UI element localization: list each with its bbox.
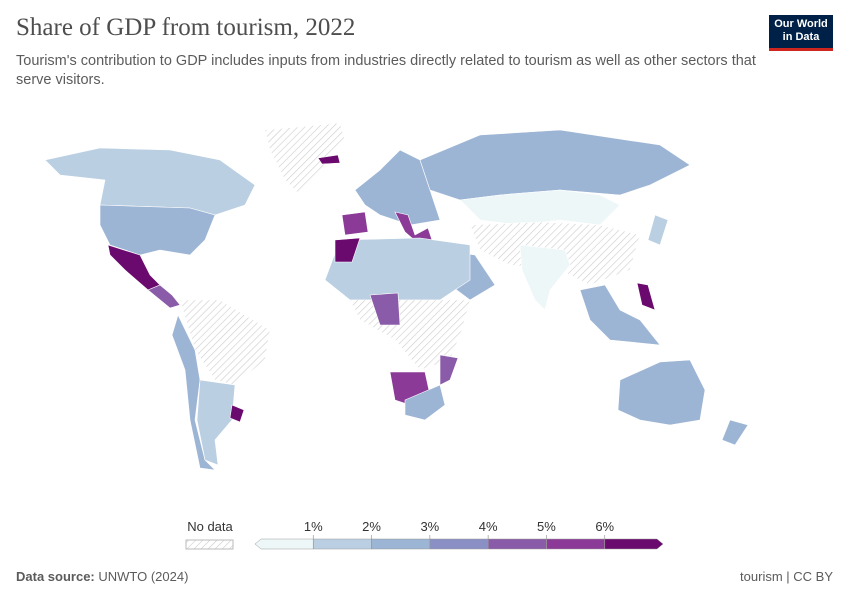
europe bbox=[354, 149, 441, 226]
no-data-label: No data bbox=[187, 519, 233, 534]
no-data-swatch bbox=[185, 539, 234, 550]
central-asia bbox=[459, 189, 621, 226]
italy-greece bbox=[394, 211, 433, 246]
logo[interactable]: Our World in Data bbox=[769, 15, 833, 51]
source: Data source: UNWTO (2024) bbox=[16, 569, 188, 584]
legend-bin bbox=[487, 538, 547, 550]
logo-line: in Data bbox=[782, 31, 820, 43]
philippines bbox=[636, 282, 656, 311]
uruguay bbox=[229, 404, 245, 423]
subtitle: Tourism's contribution to GDP includes i… bbox=[16, 53, 756, 88]
canada bbox=[44, 147, 256, 216]
peru-chile bbox=[171, 314, 216, 471]
japan bbox=[647, 214, 669, 246]
legend-tick-label: 2% bbox=[362, 519, 381, 534]
new-zealand bbox=[721, 419, 749, 446]
iceland bbox=[317, 154, 341, 165]
source-text: UNWTO (2024) bbox=[98, 569, 189, 584]
russia bbox=[419, 129, 691, 201]
argentina bbox=[196, 379, 236, 466]
legend-bin bbox=[371, 538, 431, 550]
legend-tick-label: 6% bbox=[595, 519, 614, 534]
countries bbox=[44, 122, 749, 471]
mozambique bbox=[439, 354, 459, 386]
legend-tick-label: 1% bbox=[304, 519, 323, 534]
morocco bbox=[334, 237, 361, 263]
legend-tick-label: 3% bbox=[420, 519, 439, 534]
legend-bin bbox=[546, 538, 605, 550]
india bbox=[519, 244, 571, 311]
drc bbox=[369, 292, 401, 326]
legend-tick-label: 5% bbox=[537, 519, 556, 534]
south-america-north bbox=[179, 299, 271, 386]
legend-tick-label: 4% bbox=[479, 519, 498, 534]
legend: 1% 2% 3% 4% 5% 6% bbox=[254, 519, 664, 550]
southeast-asia bbox=[579, 284, 661, 346]
title: Share of GDP from tourism, 2022 bbox=[16, 14, 356, 41]
legend-bin bbox=[429, 538, 489, 550]
license: tourism | CC BY bbox=[740, 569, 833, 584]
greenland bbox=[264, 122, 346, 196]
logo-line: Our World bbox=[774, 18, 828, 30]
australia bbox=[617, 359, 706, 426]
legend-bin bbox=[313, 538, 372, 550]
source-label: Data source: bbox=[16, 569, 95, 584]
central-america bbox=[147, 284, 181, 309]
legend-bin bbox=[604, 538, 664, 550]
iberia bbox=[341, 211, 369, 236]
legend-bin bbox=[254, 538, 314, 550]
south-africa bbox=[404, 384, 446, 421]
usa bbox=[99, 204, 216, 256]
